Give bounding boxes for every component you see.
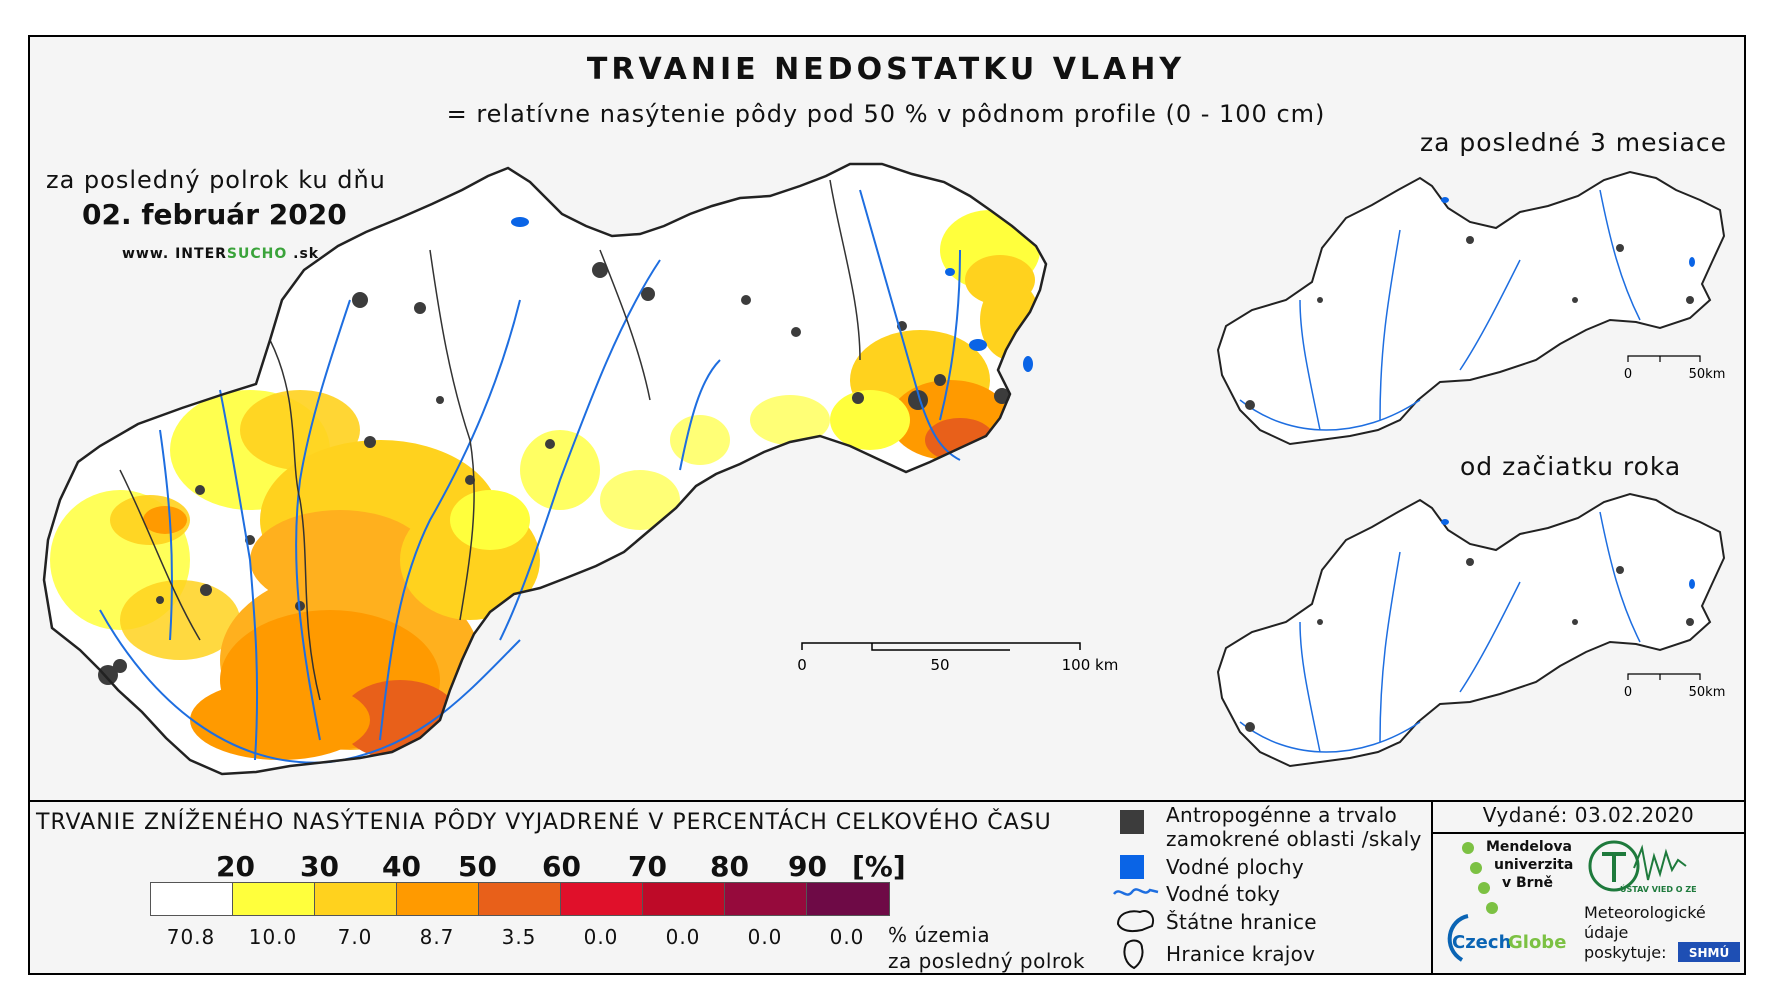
anthropogenic-line1: Antropogénne a trvalo <box>1166 803 1398 827</box>
region-border-key-icon <box>1123 939 1144 970</box>
class-share-6: 0.0 <box>665 925 701 949</box>
inset2-title: od začiatku roka <box>1460 452 1682 481</box>
legend-divider <box>1431 800 1433 975</box>
url-prefix: www. INTER <box>122 246 227 262</box>
class-swatch-0 <box>151 883 233 915</box>
scalebar-tick-100: 100 km <box>1062 656 1119 674</box>
scalebar-tick-50: 50 <box>930 656 949 674</box>
mendel-line1: Mendelova <box>1486 839 1572 855</box>
mendel-logo-text: Mendelova univerzita v Brně <box>1486 838 1573 892</box>
legend-unit: [%] <box>852 850 906 883</box>
class-share-1: 10.0 <box>248 925 298 949</box>
map-subtitle: = relatívne nasýtenie pôdy pod 50 % v pô… <box>446 100 1326 128</box>
share-unit-line2: za posledný polrok <box>888 949 1085 973</box>
inset-map-from-year-start <box>1216 492 1726 768</box>
share-unit-label: % územia za posledný polrok <box>888 922 1085 974</box>
class-share-8: 0.0 <box>829 925 865 949</box>
region-border-label: Hranice krajov <box>1166 942 1316 966</box>
period-label: za posledný polrok ku dňu <box>46 166 386 194</box>
state-border-key-icon <box>1116 910 1154 933</box>
issued-divider <box>1431 832 1746 834</box>
meteo-line2: údaje <box>1584 923 1629 942</box>
state-border-label: Štátne hranice <box>1166 910 1317 934</box>
class-swatch-8 <box>807 883 889 915</box>
class-share-4: 3.5 <box>501 925 537 949</box>
rivers-label: Vodné toky <box>1166 882 1281 906</box>
class-share-7: 0.0 <box>747 925 783 949</box>
anthropogenic-areas <box>98 262 1010 685</box>
meteo-line1: Meteorologické <box>1584 903 1706 922</box>
meteo-credit: Meteorologické údaje poskytuje: <box>1584 903 1706 963</box>
class-share-0: 70.8 <box>166 925 216 949</box>
anthropogenic-line2: zamokrené oblasti /skaly <box>1166 827 1422 851</box>
czechglobe-globe: Globe <box>1508 932 1566 953</box>
url-suffix: .sk <box>287 246 320 262</box>
color-scale <box>150 882 890 916</box>
inset1-scale-0: 0 <box>1624 367 1632 382</box>
anthropogenic-swatch <box>1120 810 1144 834</box>
threshold-50: 50 <box>458 850 497 883</box>
mendel-line3: v Brně <box>1502 875 1554 891</box>
class-share-3: 8.7 <box>419 925 455 949</box>
legend-panel <box>28 800 1746 975</box>
class-swatch-1 <box>233 883 315 915</box>
mendel-logo-icon <box>1462 842 1498 914</box>
class-swatch-7 <box>725 883 807 915</box>
inset2-scalebar <box>1627 673 1701 680</box>
river-key-icon <box>1113 888 1159 896</box>
class-swatch-4 <box>479 883 561 915</box>
threshold-30: 30 <box>300 850 339 883</box>
water-bodies <box>511 217 1033 372</box>
shmu-logo-text: SHMÚ <box>1689 945 1729 960</box>
drought-patches <box>50 210 1040 760</box>
water-label: Vodné plochy <box>1166 855 1304 879</box>
map-title: TRVANIE NEDOSTATKU VLAHY <box>586 52 1186 87</box>
threshold-60: 60 <box>542 850 581 883</box>
threshold-90: 90 <box>788 850 827 883</box>
meteo-line3: poskytuje: <box>1584 943 1667 962</box>
threshold-70: 70 <box>628 850 667 883</box>
region-borders <box>119 179 861 701</box>
mendel-line2: univerzita <box>1494 857 1574 873</box>
class-swatch-2 <box>315 883 397 915</box>
state-border <box>42 162 1048 776</box>
class-swatch-5 <box>561 883 643 915</box>
anthropogenic-label: Antropogénne a trvalo zamokrené oblasti … <box>1166 803 1422 851</box>
inset2-scale-50: 50km <box>1689 685 1726 700</box>
czechglobe-czech: Czech <box>1452 932 1511 953</box>
key-symbols <box>1113 888 1159 970</box>
ustav-logo-text: ÚSTAV VIED O ZEMI <box>1620 883 1696 894</box>
source-url[interactable]: www. INTERSUCHO .sk <box>122 246 319 262</box>
legend-title: TRVANIE ZNÍŽENÉHO NASÝTENIA PÔDY VYJADRE… <box>36 810 1052 835</box>
scalebar-tick-0: 0 <box>797 656 807 674</box>
inset-map-3-months <box>1216 170 1726 446</box>
class-swatch-3 <box>397 883 479 915</box>
threshold-20: 20 <box>216 850 255 883</box>
map-date: 02. február 2020 <box>82 198 347 231</box>
url-highlight: SUCHO <box>226 246 288 262</box>
share-unit-line1: % územia <box>888 923 991 947</box>
inset2-scale-0: 0 <box>1624 685 1632 700</box>
main-scalebar <box>801 642 1081 651</box>
issued-date: Vydané: 03.02.2020 <box>1482 803 1695 827</box>
rivers <box>99 189 961 764</box>
class-swatch-6 <box>643 883 725 915</box>
water-swatch <box>1120 855 1144 879</box>
class-share-5: 0.0 <box>583 925 619 949</box>
threshold-80: 80 <box>710 850 749 883</box>
threshold-40: 40 <box>382 850 421 883</box>
inset1-scale-50: 50km <box>1689 367 1726 382</box>
inset1-scalebar <box>1627 355 1701 362</box>
inset1-title: za posledné 3 mesiace <box>1420 128 1727 157</box>
ustav-logo: ÚSTAV VIED O ZEMI <box>1588 840 1696 894</box>
shmu-logo: SHMÚ <box>1678 942 1740 962</box>
class-share-2: 7.0 <box>337 925 373 949</box>
czechglobe-logo: Czech Globe <box>1447 914 1566 962</box>
